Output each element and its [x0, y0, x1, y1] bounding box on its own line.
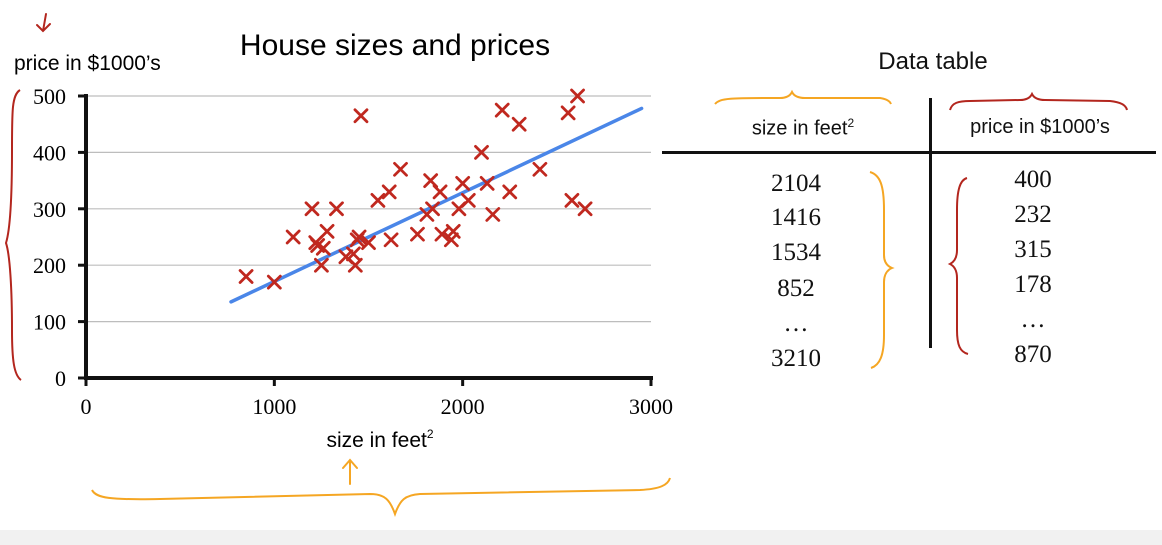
table-column-divider	[929, 98, 932, 348]
table-cell-size: …	[783, 310, 809, 337]
orange-header-brace	[714, 89, 892, 105]
data-point	[353, 108, 369, 124]
data-point	[560, 105, 576, 121]
data-point	[460, 192, 476, 208]
red-column-brace	[947, 177, 969, 355]
data-point	[304, 201, 320, 217]
data-point	[434, 226, 450, 242]
data-point	[502, 184, 518, 200]
table-cell-price: 400	[1014, 166, 1052, 193]
table-cell-size: 852	[777, 275, 815, 302]
y-tick-label: 100	[33, 310, 66, 335]
data-point	[564, 192, 580, 208]
data-point	[383, 232, 399, 248]
data-point	[351, 229, 367, 245]
data-point	[393, 161, 408, 177]
data-point	[532, 161, 548, 177]
y-tick-label: 400	[33, 140, 66, 165]
data-point	[485, 207, 501, 222]
data-point	[432, 184, 448, 200]
data-point	[410, 226, 425, 242]
orange-up-arrow	[342, 458, 358, 485]
orange-x-brace	[91, 477, 671, 517]
y-axis-label: price in $1000’s	[14, 52, 161, 75]
data-points	[238, 88, 593, 290]
orange-column-brace	[869, 171, 895, 369]
tick-labels: 0 100 200 300 400 500 0 1000 2000 3000	[33, 84, 673, 419]
data-point	[238, 269, 254, 284]
table-cell-price: 232	[1014, 201, 1052, 228]
data-point	[285, 229, 301, 245]
x-tick-label: 2000	[441, 394, 485, 419]
table-cell-price: 870	[1014, 341, 1052, 368]
table-cell-price: 315	[1014, 236, 1052, 263]
table-cell-size: 2104	[771, 170, 821, 197]
data-point	[347, 257, 363, 273]
table-cell-price: …	[1020, 306, 1046, 333]
data-point	[494, 102, 510, 118]
x-tick-label: 3000	[629, 394, 673, 419]
data-point	[314, 257, 329, 273]
x-tick-label: 0	[81, 394, 92, 419]
data-point	[425, 201, 440, 217]
data-point	[423, 173, 439, 188]
table-cell-size: 1534	[771, 239, 821, 266]
table-cell-size: 3210	[771, 345, 821, 372]
data-point	[474, 145, 489, 160]
red-annotation-arrow	[36, 13, 51, 33]
table-cell-size: 1416	[771, 204, 821, 231]
data-point	[315, 240, 331, 256]
page-bottom-bar	[0, 530, 1162, 545]
red-header-brace	[949, 91, 1128, 111]
red-y-brace	[4, 89, 22, 381]
axes	[78, 94, 653, 386]
data-point	[455, 176, 471, 191]
x-axis-label: size in feet2	[326, 427, 433, 452]
y-tick-label: 500	[33, 84, 66, 109]
table-header-size: size in feet2	[751, 116, 855, 140]
table-cell-price: 178	[1014, 271, 1052, 298]
data-point	[570, 88, 585, 104]
table-header-price: price in $1000’s	[970, 116, 1110, 138]
table-header-divider	[662, 151, 1156, 154]
table-title: Data table	[878, 48, 988, 75]
data-point	[577, 201, 593, 217]
y-tick-label: 0	[55, 366, 66, 391]
grid-lines	[86, 95, 651, 323]
data-point	[370, 192, 386, 208]
data-point	[511, 116, 527, 132]
data-point	[329, 201, 344, 217]
data-point	[266, 274, 282, 290]
x-tick-label: 1000	[252, 394, 296, 419]
data-point	[445, 223, 461, 239]
chart-title: House sizes and prices	[240, 29, 550, 62]
data-point	[361, 235, 376, 251]
data-point	[381, 184, 397, 200]
data-point	[479, 176, 495, 191]
y-tick-label: 200	[33, 253, 66, 278]
data-point	[319, 223, 335, 239]
y-tick-label: 300	[33, 197, 66, 222]
